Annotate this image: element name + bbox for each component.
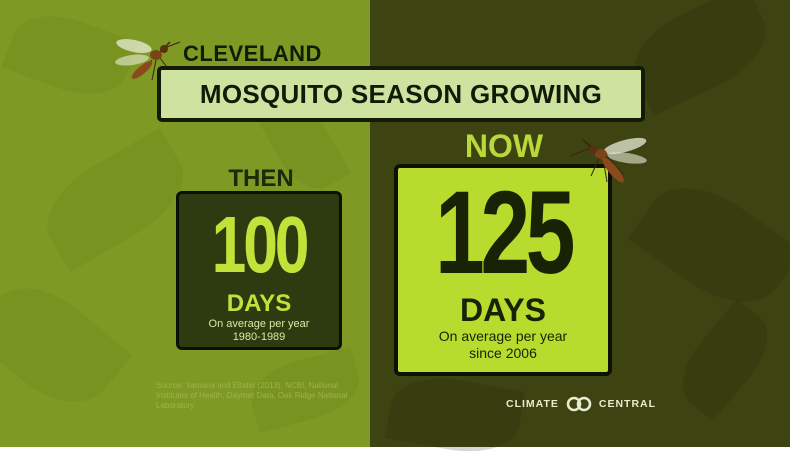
now-stat-card: 125 DAYS On average per year since 2006 xyxy=(394,164,612,376)
now-value: 125 xyxy=(435,167,576,299)
then-caption: On average per year 1980-1989 xyxy=(179,318,339,344)
title-banner: MOSQUITO SEASON GROWING xyxy=(157,66,645,122)
location-label: CLEVELAND xyxy=(183,41,322,66)
now-caption: On average per year since 2006 xyxy=(398,328,608,362)
then-period: 1980-1989 xyxy=(232,331,286,343)
source-citation: Source: Yamana and Eltahir (2013), NCBI,… xyxy=(156,381,348,410)
mosquito-icon xyxy=(570,137,647,183)
leaf-texture xyxy=(384,369,526,451)
then-value: 100 xyxy=(211,200,310,289)
now-label: NOW xyxy=(464,128,544,164)
now-unit: DAYS xyxy=(460,292,546,328)
brand-right-word: CENTRAL xyxy=(598,398,657,410)
linked-rings-icon xyxy=(566,396,592,412)
leaf-texture xyxy=(0,265,133,425)
then-stat-card: 100 DAYS On average per year 1980-1989 xyxy=(176,191,342,350)
mosquito-icon xyxy=(115,39,181,81)
page-title: MOSQUITO SEASON GROWING xyxy=(199,78,603,109)
leaf-texture xyxy=(666,298,784,422)
brand-logo: CLIMATE CENTRAL xyxy=(506,396,656,412)
then-note: On average per year xyxy=(208,318,310,330)
now-period: since 2006 xyxy=(469,345,537,361)
brand-left-word: CLIMATE xyxy=(506,398,559,410)
now-note: On average per year xyxy=(438,328,568,344)
leaf-texture xyxy=(30,127,200,273)
then-unit: DAYS xyxy=(226,290,292,317)
then-label: THEN xyxy=(228,165,294,192)
